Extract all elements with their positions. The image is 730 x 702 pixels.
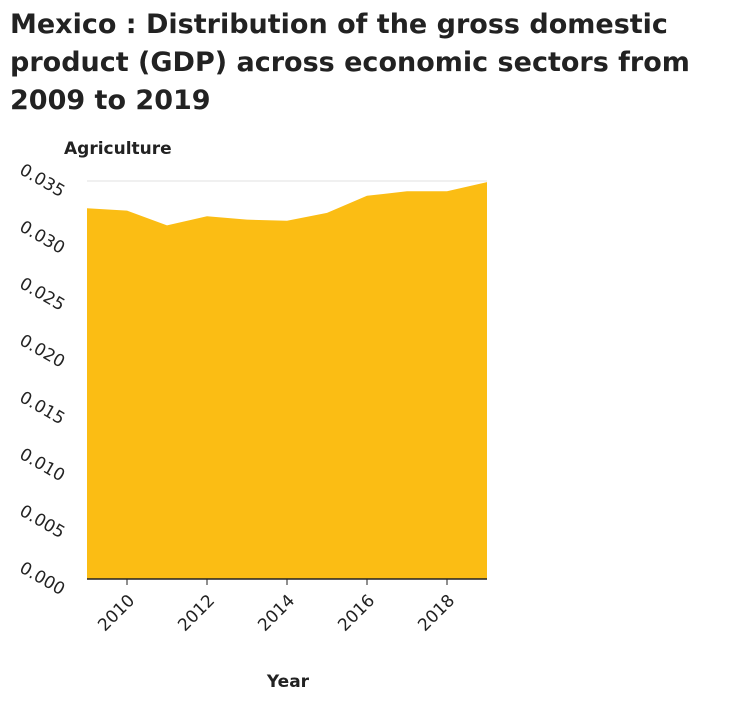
y-tick-label-7: 0.035 [16,160,68,202]
x-tick-label-2016: 2016 [334,591,379,636]
y-tick-label-2: 0.010 [16,444,68,486]
chart-title: Mexico : Distribution of the gross domes… [10,9,690,116]
y-tick-label-5: 0.025 [16,274,68,316]
y-tick-label-3: 0.015 [16,388,68,430]
y-axis-label: Agriculture [64,139,172,159]
y-tick-label-6: 0.030 [16,217,68,259]
x-axis-label: Year [266,672,310,692]
x-tick-label-2014: 2014 [254,591,299,636]
area-series [87,182,487,579]
axes [87,578,487,585]
y-tick-labels: 0.000 0.005 0.010 0.015 0.020 0.025 0.030 0.035 [16,160,68,600]
y-tick-label-0: 0.000 [16,558,68,600]
plot-area [87,182,487,579]
x-tick-label-2012: 2012 [174,591,219,636]
x-tick-label-2010: 2010 [94,591,139,636]
x-tick-label-2018: 2018 [414,591,459,636]
y-tick-label-1: 0.005 [16,501,68,543]
x-tick-labels: 2010 2012 2014 2016 2018 [94,591,459,636]
y-tick-label-4: 0.020 [16,331,68,373]
